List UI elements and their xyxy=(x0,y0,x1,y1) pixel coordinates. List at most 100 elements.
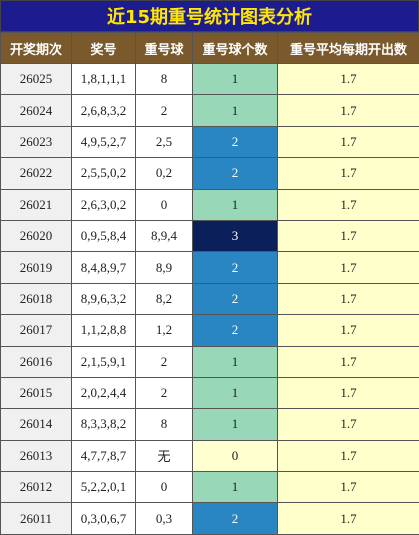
table-cell: 2 xyxy=(193,126,278,157)
column-header: 重号球个数 xyxy=(193,33,278,64)
title: 近15期重号统计图表分析 xyxy=(107,3,312,29)
column-header: 开奖期次 xyxy=(1,33,72,64)
table-cell: 2 xyxy=(193,503,278,534)
table-cell: 26012 xyxy=(1,472,72,503)
table-cell: 26025 xyxy=(1,64,72,95)
table-cell: 1.7 xyxy=(278,315,419,346)
table-cell: 0,9,5,8,4 xyxy=(72,220,136,251)
table-cell: 1 xyxy=(193,346,278,377)
table-cell: 1.7 xyxy=(278,126,419,157)
table-cell: 3 xyxy=(193,220,278,251)
table-cell: 2 xyxy=(193,158,278,189)
table-cell: 1.7 xyxy=(278,472,419,503)
table-cell: 1.7 xyxy=(278,64,419,95)
table-cell: 8,9,4 xyxy=(136,220,193,251)
table-cell: 26014 xyxy=(1,409,72,440)
table-cell: 1,2 xyxy=(136,315,193,346)
table-cell: 26024 xyxy=(1,95,72,126)
table-cell: 1.7 xyxy=(278,189,419,220)
table-cell: 1,1,2,8,8 xyxy=(72,315,136,346)
table-cell: 1.7 xyxy=(278,409,419,440)
table-cell: 1.7 xyxy=(278,95,419,126)
title-bar: 近15期重号统计图表分析 xyxy=(0,0,419,32)
table-cell: 2 xyxy=(136,95,193,126)
table-cell: 8,9 xyxy=(136,252,193,283)
table-cell: 26018 xyxy=(1,283,72,314)
table-cell: 8,4,8,9,7 xyxy=(72,252,136,283)
column-header: 奖号 xyxy=(72,33,136,64)
table-cell: 1.7 xyxy=(278,252,419,283)
table-cell: 26022 xyxy=(1,158,72,189)
table-cell: 1.7 xyxy=(278,220,419,251)
table-cell: 2,0,2,4,4 xyxy=(72,377,136,408)
table-cell: 26011 xyxy=(1,503,72,534)
table-cell: 无 xyxy=(136,440,193,471)
table-cell: 4,9,5,2,7 xyxy=(72,126,136,157)
table-cell: 1 xyxy=(193,472,278,503)
table-cell: 26020 xyxy=(1,220,72,251)
table-cell: 2,6,8,3,2 xyxy=(72,95,136,126)
table-cell: 26015 xyxy=(1,377,72,408)
table-cell: 2 xyxy=(193,283,278,314)
table-cell: 1 xyxy=(193,409,278,440)
table-cell: 8,2 xyxy=(136,283,193,314)
table-cell: 1.7 xyxy=(278,503,419,534)
table-cell: 1 xyxy=(193,189,278,220)
table-cell: 8 xyxy=(136,64,193,95)
table-cell: 2,5,5,0,2 xyxy=(72,158,136,189)
table-cell: 2 xyxy=(193,315,278,346)
table-cell: 26016 xyxy=(1,346,72,377)
table-cell: 2,6,3,0,2 xyxy=(72,189,136,220)
table-cell: 26023 xyxy=(1,126,72,157)
table-cell: 26019 xyxy=(1,252,72,283)
table-cell: 26013 xyxy=(1,440,72,471)
table-cell: 0,2 xyxy=(136,158,193,189)
column-header: 重号球 xyxy=(136,33,193,64)
table-cell: 8,9,6,3,2 xyxy=(72,283,136,314)
table-cell: 8 xyxy=(136,409,193,440)
column-header: 重号平均每期开出数 xyxy=(278,33,419,64)
table-cell: 1.7 xyxy=(278,283,419,314)
table-cell: 1 xyxy=(193,64,278,95)
table-cell: 2,1,5,9,1 xyxy=(72,346,136,377)
header-row: 开奖期次奖号重号球重号球个数重号平均每期开出数 xyxy=(1,33,419,64)
table-cell: 1.7 xyxy=(278,440,419,471)
table-cell: 2,5 xyxy=(136,126,193,157)
table-cell: 2 xyxy=(136,346,193,377)
table-cell: 0,3 xyxy=(136,503,193,534)
table-cell: 2 xyxy=(193,252,278,283)
table-cell: 0,3,0,6,7 xyxy=(72,503,136,534)
table-cell: 1.7 xyxy=(278,346,419,377)
table-cell: 1 xyxy=(193,377,278,408)
table-cell: 0 xyxy=(136,472,193,503)
table-cell: 2 xyxy=(136,377,193,408)
table-cell: 26021 xyxy=(1,189,72,220)
table-cell: 1 xyxy=(193,95,278,126)
table-cell: 1.7 xyxy=(278,158,419,189)
table-cell: 1.7 xyxy=(278,377,419,408)
table-cell: 5,2,2,0,1 xyxy=(72,472,136,503)
table-cell: 26017 xyxy=(1,315,72,346)
table-cell: 0 xyxy=(193,440,278,471)
table-cell: 1,8,1,1,1 xyxy=(72,64,136,95)
table-cell: 8,3,3,8,2 xyxy=(72,409,136,440)
table-cell: 4,7,7,8,7 xyxy=(72,440,136,471)
